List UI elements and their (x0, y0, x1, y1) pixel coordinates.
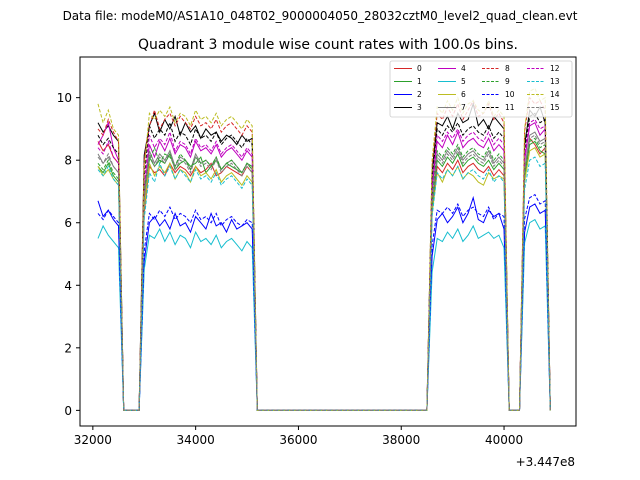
series-line-0 (97, 137, 551, 411)
series-line-9 (97, 137, 551, 411)
y-axis: 0 2 4 6 8 10 (57, 91, 80, 418)
x-tick-label: 34000 (177, 433, 215, 447)
x-tick-label: 36000 (279, 433, 317, 447)
series-line-3 (97, 102, 551, 411)
x-axis-offset-label: +3.447e8 (516, 455, 575, 469)
legend-label-14: 14 (550, 90, 560, 99)
legend-label-2: 2 (417, 90, 422, 99)
series-line-14 (97, 87, 551, 411)
series-line-2 (97, 195, 551, 411)
series-line-1 (97, 140, 551, 411)
legend-label-11: 11 (505, 103, 515, 112)
legend-label-12: 12 (550, 64, 560, 73)
series-line-8 (97, 96, 551, 411)
y-tick-label: 10 (57, 91, 72, 105)
series-line-6 (97, 147, 551, 411)
series-line-10 (97, 193, 551, 411)
x-tick-label: 38000 (382, 433, 420, 447)
legend-label-0: 0 (417, 64, 422, 73)
figure-suptitle: Data file: modeM0/AS1A10_048T02_90000040… (63, 9, 578, 23)
legend-label-10: 10 (505, 90, 515, 99)
y-tick-label: 2 (64, 341, 72, 355)
legend-label-5: 5 (461, 77, 466, 86)
legend-label-1: 1 (417, 77, 422, 86)
y-tick-label: 0 (64, 404, 72, 418)
x-axis: 32000 34000 36000 38000 40000 (74, 426, 523, 447)
x-tick-label: 40000 (485, 433, 523, 447)
plot-series-group (97, 87, 551, 411)
legend-label-3: 3 (417, 103, 422, 112)
legend-label-6: 6 (461, 90, 466, 99)
y-tick-label: 6 (64, 216, 72, 230)
legend-label-8: 8 (505, 64, 510, 73)
legend-label-9: 9 (505, 77, 510, 86)
legend-box (389, 60, 573, 118)
legend-label-7: 7 (461, 103, 466, 112)
series-line-5 (97, 218, 551, 411)
series-line-15 (97, 134, 551, 411)
axes-frame (79, 56, 577, 427)
y-tick-label: 4 (64, 279, 72, 293)
x-tick-label: 32000 (74, 433, 112, 447)
series-line-13 (97, 156, 551, 411)
legend-label-4: 4 (461, 64, 466, 73)
legend-label-15: 15 (550, 103, 560, 112)
legend-label-13: 13 (550, 77, 560, 86)
y-tick-label: 8 (64, 154, 72, 168)
chart-title: Quadrant 3 module wise count rates with … (138, 37, 518, 53)
